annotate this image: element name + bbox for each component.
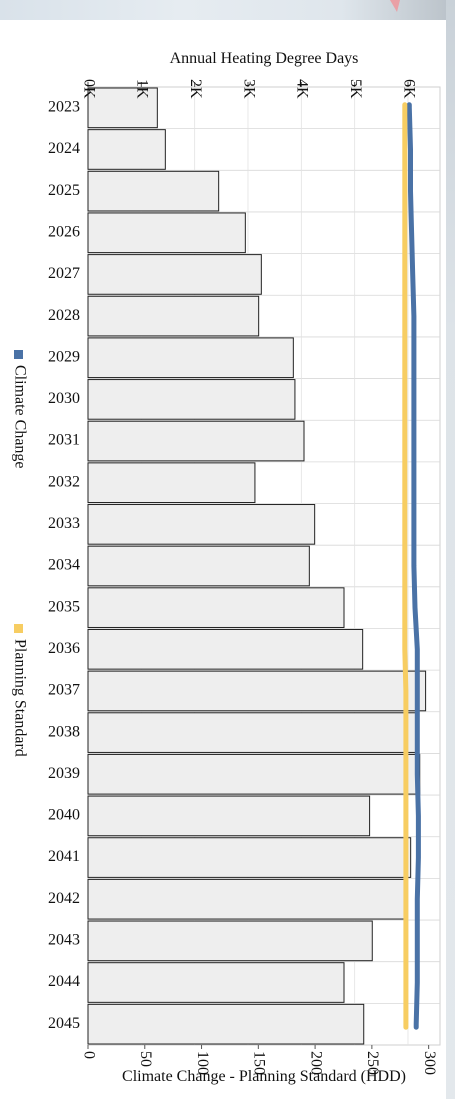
category-label: 2025 — [48, 182, 80, 199]
bar — [87, 1003, 365, 1045]
series-line-planning-standard — [402, 102, 409, 1030]
bar — [87, 462, 256, 504]
background-window-edge — [446, 0, 455, 1099]
bar-axis-tick-label: 5K — [347, 79, 364, 99]
series-line-climate-change — [406, 102, 421, 1030]
category-label: 2027 — [48, 265, 80, 282]
bar-axis-tick-label: 4K — [294, 79, 311, 99]
category-label: 2029 — [48, 348, 80, 365]
category-label: 2028 — [48, 307, 80, 324]
bar — [87, 628, 364, 670]
bar — [87, 295, 260, 337]
category-label: 2036 — [48, 640, 80, 657]
bar — [87, 920, 373, 962]
legend-swatch-climate-change — [14, 350, 23, 359]
line-axis-tick-label: 250 — [364, 1051, 381, 1075]
bar-axis-tick-label: 3K — [240, 79, 257, 99]
bar — [87, 545, 310, 587]
bar — [87, 837, 412, 878]
bar — [87, 337, 294, 379]
bar — [87, 379, 296, 420]
heating-degree-days-chart: 0K 1K 2K 3K 4K 5K 6K Annual Heating Degree Days… — [11, 50, 441, 1085]
bar — [87, 753, 421, 795]
line-axis-tick-label: 100 — [194, 1051, 211, 1075]
category-label: 2037 — [48, 682, 80, 699]
bar — [87, 212, 246, 254]
bars — [87, 87, 427, 1045]
bar-axis-tick-label: 2K — [187, 79, 204, 99]
category-label: 2038 — [48, 723, 80, 740]
legend-label-climate-change: Climate Change — [11, 365, 28, 469]
bar — [87, 254, 262, 295]
bar — [87, 878, 408, 920]
bar-axis-tick-label: 1K — [134, 79, 151, 99]
category-label: 2042 — [48, 890, 80, 907]
chart-panel: 0K 1K 2K 3K 4K 5K 6K Annual Heating Degree Days… — [0, 20, 446, 1099]
line-axis-tick-label: 0 — [80, 1051, 97, 1059]
bar — [87, 170, 220, 212]
line-axis-tick-label: 300 — [421, 1051, 438, 1075]
category-label: 2030 — [48, 390, 80, 407]
category-label: 2043 — [48, 932, 80, 949]
category-label: 2024 — [48, 140, 80, 157]
category-label: 2041 — [48, 848, 80, 865]
category-label: 2031 — [48, 432, 80, 449]
line-axis-tick-label: 150 — [251, 1051, 268, 1075]
legend-swatch-planning-standard — [14, 624, 23, 633]
axes: 0K 1K 2K 3K 4K 5K 6K Annual Heating Degree Days… — [48, 50, 438, 1085]
category-label: 2035 — [48, 598, 80, 615]
category-label: 2034 — [48, 557, 80, 574]
bar — [87, 712, 417, 753]
bar — [87, 962, 345, 1003]
line-axis-title: Climate Change - Planning Standard (HDD) — [122, 1068, 406, 1085]
bar — [87, 87, 158, 129]
line-axis-tick-label: 200 — [307, 1051, 324, 1075]
bar-axis-tick-label: 0K — [80, 79, 97, 99]
category-label: 2040 — [48, 807, 80, 824]
category-label: 2033 — [48, 515, 80, 532]
line-axis-tick-label: 50 — [137, 1051, 154, 1067]
bar — [87, 670, 427, 712]
background-accent-mark — [390, 0, 400, 12]
bar — [87, 420, 305, 462]
category-label: 2044 — [48, 973, 80, 990]
legend-label-planning-standard: Planning Standard — [11, 639, 28, 757]
legend: Climate Change Planning Standard — [11, 350, 28, 757]
bar — [87, 587, 345, 628]
category-label: 2026 — [48, 223, 80, 240]
category-label: 2023 — [48, 98, 80, 115]
bar-axis-title: Annual Heating Degree Days — [170, 50, 359, 67]
bar-axis-tick-label: 6K — [400, 79, 417, 99]
bar — [87, 129, 166, 170]
bar — [87, 504, 316, 545]
series-lines — [402, 102, 421, 1030]
bar — [87, 795, 371, 837]
category-label: 2039 — [48, 765, 80, 782]
category-label: 2032 — [48, 473, 80, 490]
category-label: 2045 — [48, 1015, 80, 1032]
